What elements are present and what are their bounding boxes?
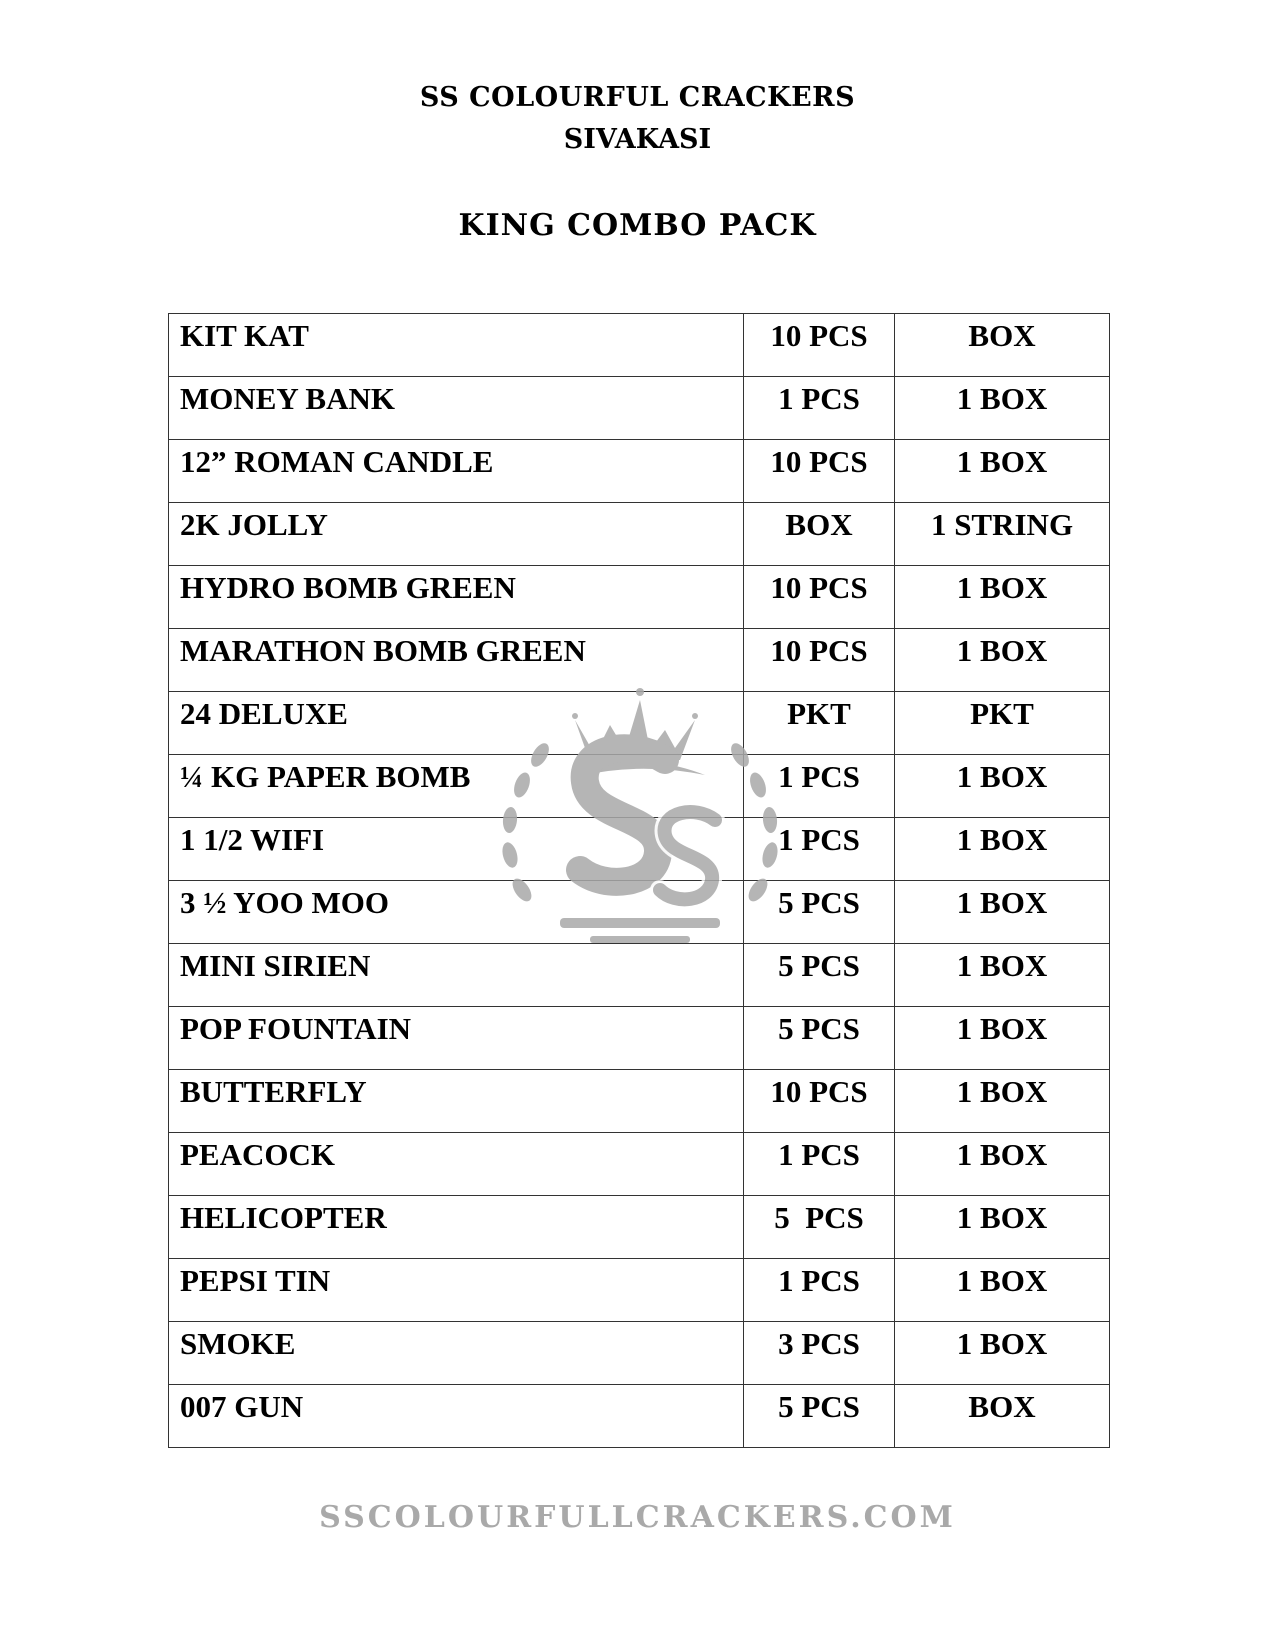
- item-quantity: 10 PCS: [743, 313, 895, 377]
- table-row: PEPSI TIN 1 PCS 1 BOX: [168, 1258, 1110, 1322]
- item-unit: 1 BOX: [894, 880, 1110, 944]
- pack-title: KING COMBO PACK: [458, 208, 817, 243]
- item-quantity: 5 PCS: [743, 1006, 895, 1070]
- item-name: 007 GUN: [168, 1384, 744, 1448]
- item-unit: 1 BOX: [894, 376, 1110, 440]
- item-quantity: 5 PCS: [743, 1384, 895, 1448]
- item-unit: 1 BOX: [894, 754, 1110, 818]
- table-row: MARATHON BOMB GREEN 10 PCS 1 BOX: [168, 628, 1110, 692]
- item-unit: 1 BOX: [894, 1258, 1110, 1322]
- item-unit: BOX: [894, 313, 1110, 377]
- item-name: 12” ROMAN CANDLE: [168, 439, 744, 503]
- item-quantity: 1 PCS: [743, 754, 895, 818]
- item-name: 3 ½ YOO MOO: [168, 880, 744, 944]
- item-name: MINI SIRIEN: [168, 943, 744, 1007]
- item-quantity: 1 PCS: [743, 1132, 895, 1196]
- item-name: HYDRO BOMB GREEN: [168, 565, 744, 629]
- item-quantity: PKT: [743, 691, 895, 755]
- table-row: PEACOCK 1 PCS 1 BOX: [168, 1132, 1110, 1196]
- item-name: MARATHON BOMB GREEN: [168, 628, 744, 692]
- item-name: SMOKE: [168, 1321, 744, 1385]
- item-unit: 1 STRING: [894, 502, 1110, 566]
- watermark-url: SSCOLOURFULLCRACKERS.COM: [319, 1500, 956, 1535]
- table-row: POP FOUNTAIN 5 PCS 1 BOX: [168, 1006, 1110, 1070]
- item-unit: 1 BOX: [894, 1069, 1110, 1133]
- item-unit: 1 BOX: [894, 943, 1110, 1007]
- table-row: 1 1/2 WIFI 1 PCS 1 BOX: [168, 817, 1110, 881]
- item-name: PEPSI TIN: [168, 1258, 744, 1322]
- item-name: MONEY BANK: [168, 376, 744, 440]
- item-quantity: 10 PCS: [743, 439, 895, 503]
- item-name: BUTTERFLY: [168, 1069, 744, 1133]
- item-name: KIT KAT: [168, 313, 744, 377]
- item-quantity: BOX: [743, 502, 895, 566]
- table-row: 24 DELUXE PKT PKT: [168, 691, 1110, 755]
- item-unit: 1 BOX: [894, 628, 1110, 692]
- company-name: SS COLOURFUL CRACKERS: [419, 82, 856, 113]
- item-unit: 1 BOX: [894, 1006, 1110, 1070]
- table-row: HYDRO BOMB GREEN 10 PCS 1 BOX: [168, 565, 1110, 629]
- item-name: POP FOUNTAIN: [168, 1006, 744, 1070]
- item-unit: 1 BOX: [894, 565, 1110, 629]
- table-row: ¼ KG PAPER BOMB 1 PCS 1 BOX: [168, 754, 1110, 818]
- items-table: KIT KAT 10 PCS BOX MONEY BANK 1 PCS 1 BOX 12” …: [168, 313, 1110, 1448]
- item-quantity: 1 PCS: [743, 817, 895, 881]
- item-quantity: 1 PCS: [743, 1258, 895, 1322]
- item-quantity: 10 PCS: [743, 565, 895, 629]
- item-unit: 1 BOX: [894, 1132, 1110, 1196]
- item-name: 1 1/2 WIFI: [168, 817, 744, 881]
- table-row: KIT KAT 10 PCS BOX: [168, 313, 1110, 377]
- item-quantity: 10 PCS: [743, 628, 895, 692]
- item-quantity: 5 PCS: [743, 943, 895, 1007]
- item-name: 2K JOLLY: [168, 502, 744, 566]
- item-name: PEACOCK: [168, 1132, 744, 1196]
- table-row: BUTTERFLY 10 PCS 1 BOX: [168, 1069, 1110, 1133]
- item-name: HELICOPTER: [168, 1195, 744, 1259]
- item-unit: 1 BOX: [894, 817, 1110, 881]
- item-unit: 1 BOX: [894, 1195, 1110, 1259]
- item-quantity: 1 PCS: [743, 376, 895, 440]
- item-unit: BOX: [894, 1384, 1110, 1448]
- table-row: 3 ½ YOO MOO 5 PCS 1 BOX: [168, 880, 1110, 944]
- company-city: SIVAKASI: [563, 124, 712, 155]
- item-quantity: 10 PCS: [743, 1069, 895, 1133]
- table-row: SMOKE 3 PCS 1 BOX: [168, 1321, 1110, 1385]
- item-name: 24 DELUXE: [168, 691, 744, 755]
- table-row: HELICOPTER 5 PCS 1 BOX: [168, 1195, 1110, 1259]
- item-quantity: 5 PCS: [743, 880, 895, 944]
- item-name: ¼ KG PAPER BOMB: [168, 754, 744, 818]
- item-unit: PKT: [894, 691, 1110, 755]
- item-unit: 1 BOX: [894, 439, 1110, 503]
- table-row: MONEY BANK 1 PCS 1 BOX: [168, 376, 1110, 440]
- table-row: MINI SIRIEN 5 PCS 1 BOX: [168, 943, 1110, 1007]
- item-quantity: 3 PCS: [743, 1321, 895, 1385]
- item-quantity: 5 PCS: [743, 1195, 895, 1259]
- table-row: 12” ROMAN CANDLE 10 PCS 1 BOX: [168, 439, 1110, 503]
- table-row: 007 GUN 5 PCS BOX: [168, 1384, 1110, 1448]
- item-unit: 1 BOX: [894, 1321, 1110, 1385]
- table-row: 2K JOLLY BOX 1 STRING: [168, 502, 1110, 566]
